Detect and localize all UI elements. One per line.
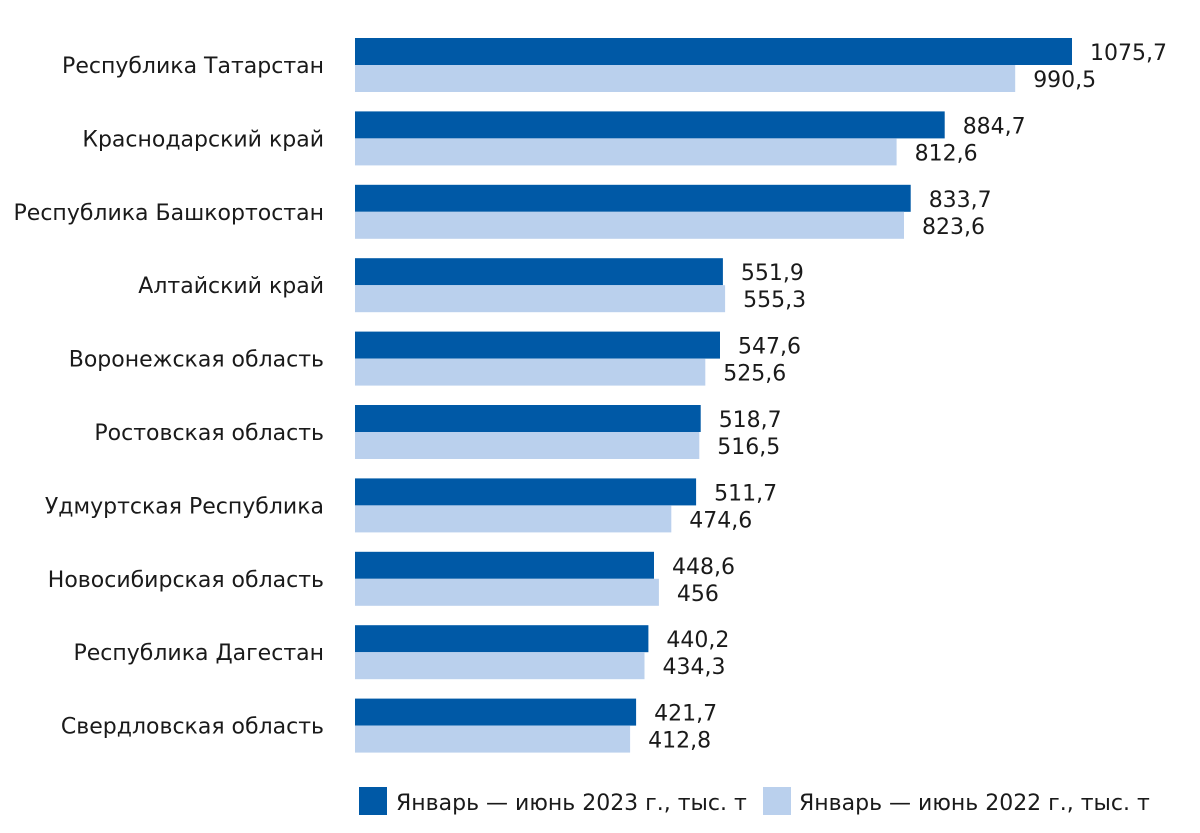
value-label-2023: 1075,7: [1090, 41, 1167, 66]
category-label: Республика Дагестан: [73, 641, 324, 666]
bar-2022: [355, 285, 726, 313]
category-labels: Республика Татарстан Краснодарский край Ре…: [14, 54, 324, 740]
category-label: Республика Башкортостан: [14, 201, 324, 226]
value-label-2022: 474,6: [689, 508, 752, 533]
legend-label-2022: Январь — июнь 2022 г., тыс. т: [799, 791, 1150, 816]
legend: Январь — июнь 2023 г., тыс. т Январь — и…: [359, 787, 1150, 816]
value-label-2023: 884,7: [963, 114, 1026, 139]
value-label-2023: 511,7: [714, 481, 777, 506]
value-label-2022: 823,6: [922, 215, 985, 240]
bar-2022: [355, 138, 897, 166]
bar-2023: [355, 111, 945, 139]
value-label-2022: 990,5: [1033, 68, 1096, 93]
bar-2022: [355, 358, 706, 386]
bar-2023: [355, 184, 911, 212]
value-label-2023: 551,9: [741, 261, 804, 286]
bar-2023: [355, 698, 637, 726]
bar-2023: [355, 551, 654, 579]
bar-2022: [355, 725, 631, 753]
value-label-2023: 421,7: [654, 702, 717, 727]
category-label: Воронежская область: [69, 348, 324, 373]
legend-label-2023: Январь — июнь 2023 г., тыс. т: [396, 791, 747, 816]
bar-2022: [355, 578, 659, 606]
category-label: Республика Татарстан: [62, 54, 324, 79]
bar-2023: [355, 38, 1072, 65]
value-label-2022: 456: [677, 582, 719, 607]
category-label: Свердловская область: [61, 715, 324, 740]
value-label-2022: 812,6: [915, 141, 978, 166]
bar-2022: [355, 432, 700, 459]
bar-2022: [355, 211, 904, 239]
value-label-2022: 434,3: [663, 655, 726, 680]
bar-2022: [355, 65, 1016, 92]
bar-2023: [355, 331, 720, 359]
bar-2023: [355, 258, 723, 286]
value-label-2023: 440,2: [666, 628, 729, 653]
bar-2022: [355, 652, 645, 680]
value-label-2023: 518,7: [719, 408, 782, 433]
category-label: Новосибирская область: [48, 568, 324, 593]
category-label: Алтайский край: [138, 274, 324, 299]
legend-swatch-2022: [763, 787, 791, 815]
category-label: Ростовская область: [94, 421, 324, 446]
value-label-2022: 525,6: [723, 362, 786, 387]
bars-group: [355, 38, 1072, 753]
value-label-2023: 833,7: [929, 188, 992, 213]
category-label: Краснодарский край: [82, 127, 324, 152]
bar-2023: [355, 478, 697, 506]
value-label-2022: 555,3: [743, 288, 806, 313]
value-label-2022: 412,8: [648, 729, 711, 754]
bar-2022: [355, 505, 672, 533]
bar-2023: [355, 625, 649, 653]
value-label-2023: 448,6: [672, 555, 735, 580]
value-label-2023: 547,6: [738, 335, 801, 360]
bar-2023: [355, 405, 701, 432]
category-label: Удмуртская Республика: [45, 494, 324, 519]
value-label-2022: 516,5: [717, 435, 780, 460]
legend-swatch-2023: [359, 787, 387, 815]
